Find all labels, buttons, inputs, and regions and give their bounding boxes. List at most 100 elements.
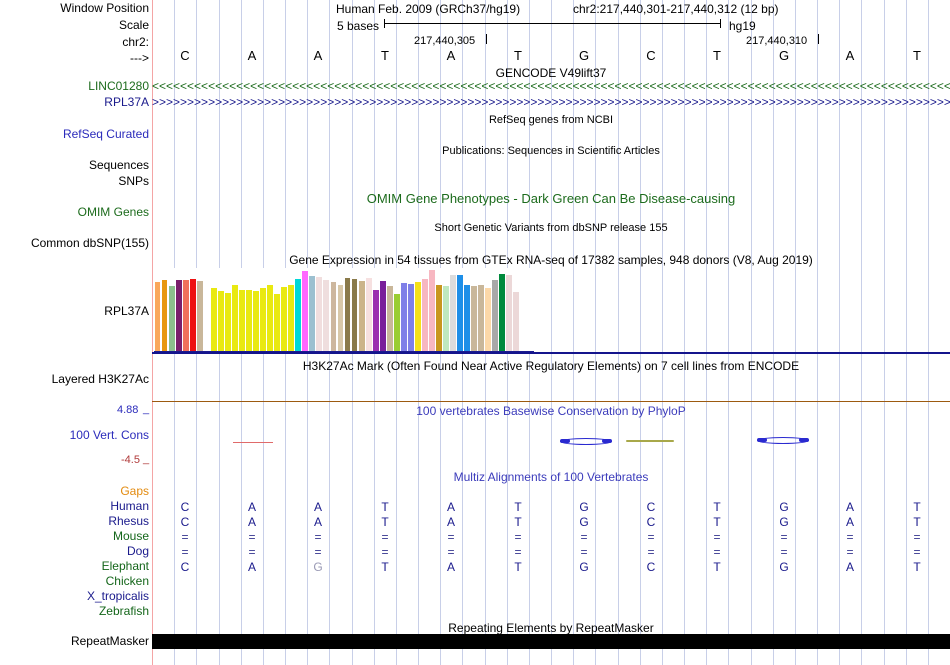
multiz-row — [152, 590, 950, 604]
track-label-layered-h3k27ac[interactable]: Layered H3K27Ac — [51, 372, 149, 386]
gtex-tissue-bar[interactable] — [154, 282, 161, 351]
multiz-base: = — [913, 530, 921, 544]
gtex-tissue-bar[interactable] — [260, 288, 266, 351]
gtex-tissue-bar[interactable] — [344, 278, 351, 351]
gtex-tissue-bar[interactable] — [323, 280, 330, 351]
gtex-tissue-bar[interactable] — [316, 277, 323, 351]
multiz-base: = — [381, 530, 389, 544]
track-label-repeatmasker[interactable]: RepeatMasker — [70, 634, 149, 648]
multiz-species-elephant[interactable]: Elephant — [101, 559, 149, 573]
gtex-tissue-bar[interactable] — [217, 291, 224, 351]
gtex-tissue-bar[interactable] — [407, 284, 414, 351]
gtex-tissue-bar[interactable] — [379, 281, 386, 351]
multiz-species-human[interactable]: Human — [110, 499, 149, 513]
track-label-100-vert-cons[interactable]: 100 Vert. Cons — [69, 428, 149, 442]
gtex-tissue-bar[interactable] — [295, 279, 302, 351]
multiz-species-rhesus[interactable]: Rhesus — [108, 514, 149, 528]
gtex-tissue-bar[interactable] — [393, 294, 400, 351]
gtex-tissue-bar[interactable] — [175, 280, 182, 351]
gene-arrows-rpl37a[interactable]: >>>>>>>>>>>>>>>>>>>>>>>>>>>>>>>>>>>>>>>>… — [152, 96, 950, 109]
gtex-tissue-bar[interactable] — [372, 290, 379, 351]
omim-center-title: OMIM Gene Phenotypes - Dark Green Can Be… — [366, 191, 736, 206]
multiz-base: T — [713, 500, 721, 514]
multiz-species-dog[interactable]: Dog — [126, 544, 149, 558]
gene-label-linc01280[interactable]: LINC01280 — [88, 79, 149, 93]
track-label-common-dbsnp[interactable]: Common dbSNP(155) — [30, 236, 149, 250]
gtex-tissue-bar[interactable] — [513, 292, 520, 351]
gtex-tissue-bar[interactable] — [189, 279, 196, 351]
gtex-tissue-bar[interactable] — [386, 286, 393, 351]
gtex-tissue-bar[interactable] — [337, 285, 344, 351]
gtex-tissue-bar[interactable] — [210, 288, 217, 351]
gtex-tissue-bar[interactable] — [182, 280, 189, 351]
gtex-tissue-bar[interactable] — [436, 285, 442, 351]
track-label-refseq-curated[interactable]: RefSeq Curated — [62, 127, 149, 141]
gtex-tissue-bar[interactable] — [464, 285, 471, 351]
multiz-base: G — [779, 515, 789, 529]
gtex-tissue-bar[interactable] — [414, 282, 421, 351]
gene-label-rpl37a[interactable]: RPL37A — [104, 95, 149, 109]
track-label-gtex-rpl37a[interactable]: RPL37A — [104, 304, 149, 318]
repeatmasker-bar[interactable] — [152, 634, 950, 649]
gtex-tissue-bar[interactable] — [471, 286, 478, 351]
gtex-tissue-bar[interactable] — [302, 271, 309, 351]
gtex-tissue-bar[interactable] — [232, 285, 238, 351]
gtex-tissue-bar[interactable] — [450, 275, 456, 351]
track-label-sequences[interactable]: Sequences — [88, 158, 149, 172]
gtex-tissue-bar[interactable] — [492, 280, 499, 351]
gtex-tissue-bar[interactable] — [429, 270, 435, 351]
gtex-tissue-bar[interactable] — [239, 290, 245, 351]
gtex-tissue-bar[interactable] — [506, 275, 513, 351]
multiz-center-title: Multiz Alignments of 100 Vertebrates — [453, 470, 649, 484]
gtex-tissue-bar[interactable] — [309, 276, 316, 351]
gtex-tissue-bar[interactable] — [168, 286, 175, 351]
multiz-species-gaps[interactable]: Gaps — [120, 484, 149, 498]
scale-value: 5 bases — [337, 19, 380, 33]
gtex-tissue-bar[interactable] — [400, 283, 407, 351]
multiz-base: = — [248, 545, 256, 559]
gtex-tissue-bar[interactable] — [288, 285, 295, 351]
multiz-base: T — [514, 560, 522, 574]
ruler-tick-1 — [486, 34, 487, 44]
gtex-tissue-bar[interactable] — [246, 290, 252, 351]
multiz-base: A — [845, 560, 854, 574]
gtex-tissue-bar[interactable] — [351, 279, 358, 351]
gtex-tissue-bar[interactable] — [485, 288, 492, 351]
multiz-species-zebrafish[interactable]: Zebrafish — [98, 604, 149, 618]
conservation-mark-red[interactable] — [233, 442, 273, 443]
gtex-tissue-bar[interactable] — [365, 278, 372, 351]
track-label-snps[interactable]: SNPs — [118, 174, 149, 188]
gtex-tissue-bar[interactable] — [330, 282, 337, 351]
multiz-base: = — [846, 545, 854, 559]
multiz-base: = — [381, 545, 389, 559]
multiz-species-mouse[interactable]: Mouse — [112, 529, 149, 543]
gtex-tissue-bar[interactable] — [253, 291, 259, 351]
gtex-center-title: Gene Expression in 54 tissues from GTEx … — [289, 253, 813, 267]
multiz-species-x-tropicalis[interactable]: X_tropicalis — [86, 589, 149, 603]
track-label-omim-genes[interactable]: OMIM Genes — [77, 205, 149, 219]
gtex-tissue-bar[interactable] — [267, 285, 274, 351]
gtex-tissue-bar[interactable] — [274, 294, 281, 351]
multiz-species-chicken[interactable]: Chicken — [105, 574, 149, 588]
gtex-tissue-bar[interactable] — [457, 275, 464, 351]
gtex-tissue-bar[interactable] — [499, 274, 506, 351]
multiz-base: G — [779, 500, 789, 514]
gtex-tissue-bar[interactable] — [443, 286, 449, 351]
gtex-tissue-bar[interactable] — [422, 279, 428, 351]
multiz-base: = — [846, 530, 854, 544]
gtex-tissue-bar[interactable] — [478, 285, 485, 351]
multiz-base: T — [381, 515, 389, 529]
gene-arrows-linc01280[interactable]: <<<<<<<<<<<<<<<<<<<<<<<<<<<<<<<<<<<<<<<<… — [152, 80, 950, 93]
sequence-base: G — [778, 48, 790, 63]
gtex-tissue-bar[interactable] — [196, 281, 203, 351]
gtex-tissue-bar[interactable] — [358, 281, 365, 351]
gtex-expression-barchart[interactable] — [154, 268, 534, 351]
gtex-tissue-bar[interactable] — [281, 287, 288, 351]
gtex-tissue-bar[interactable] — [224, 293, 231, 351]
conservation-mark-2[interactable] — [757, 436, 809, 445]
conservation-mark-olive[interactable] — [626, 440, 674, 442]
gtex-tissue-bar[interactable] — [161, 280, 168, 351]
conservation-mark-1[interactable] — [560, 437, 612, 446]
